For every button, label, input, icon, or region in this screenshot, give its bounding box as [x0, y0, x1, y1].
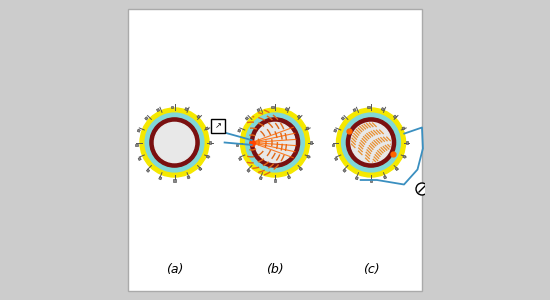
Bar — [211, 119, 224, 133]
Bar — [259, 177, 262, 180]
Bar — [159, 177, 162, 180]
Circle shape — [155, 122, 195, 163]
Bar — [285, 108, 288, 111]
Bar — [206, 155, 210, 158]
Bar — [334, 158, 338, 160]
Circle shape — [240, 108, 310, 177]
Bar — [367, 106, 370, 108]
Text: $\nearrow$: $\nearrow$ — [213, 122, 223, 130]
Bar — [145, 117, 148, 120]
Circle shape — [246, 113, 304, 172]
Bar — [288, 176, 290, 179]
Bar — [299, 167, 303, 171]
Bar — [383, 176, 387, 179]
Bar — [157, 109, 160, 112]
Bar — [185, 108, 188, 111]
Circle shape — [337, 108, 405, 177]
Text: (c): (c) — [362, 263, 379, 277]
Bar — [405, 141, 408, 144]
Bar — [247, 169, 250, 172]
Bar — [199, 167, 202, 171]
Bar — [137, 129, 140, 132]
Bar — [135, 144, 138, 146]
Bar — [187, 176, 190, 179]
Bar — [334, 129, 337, 132]
Bar — [393, 115, 397, 118]
Bar — [173, 179, 175, 182]
Circle shape — [145, 113, 204, 172]
Bar — [171, 106, 173, 108]
Circle shape — [140, 108, 209, 177]
Bar — [238, 129, 241, 132]
Bar — [146, 169, 150, 172]
Bar — [236, 144, 238, 146]
Circle shape — [342, 113, 400, 172]
Bar — [205, 127, 208, 130]
Circle shape — [346, 118, 395, 167]
Bar — [370, 179, 372, 182]
Bar — [353, 109, 356, 112]
Circle shape — [416, 183, 428, 195]
Bar — [307, 155, 310, 158]
Bar — [197, 115, 200, 118]
Bar — [343, 169, 346, 172]
Bar — [239, 158, 242, 160]
Text: (b): (b) — [266, 263, 284, 277]
Bar — [341, 117, 344, 120]
Text: (a): (a) — [166, 263, 183, 277]
FancyBboxPatch shape — [128, 9, 422, 291]
Bar — [298, 115, 301, 118]
Bar — [138, 158, 141, 160]
Bar — [332, 144, 334, 146]
Bar — [271, 106, 274, 108]
Bar — [402, 127, 405, 130]
Bar — [395, 167, 398, 171]
Bar — [381, 108, 384, 111]
Bar — [245, 117, 249, 120]
Circle shape — [351, 122, 391, 163]
Circle shape — [250, 118, 300, 167]
Bar — [306, 127, 309, 130]
Circle shape — [255, 122, 295, 163]
Bar — [355, 177, 359, 180]
Bar — [209, 141, 211, 144]
Bar — [274, 179, 276, 182]
Bar — [403, 155, 406, 158]
Bar — [310, 141, 312, 144]
Bar — [257, 109, 260, 112]
Circle shape — [150, 118, 199, 167]
